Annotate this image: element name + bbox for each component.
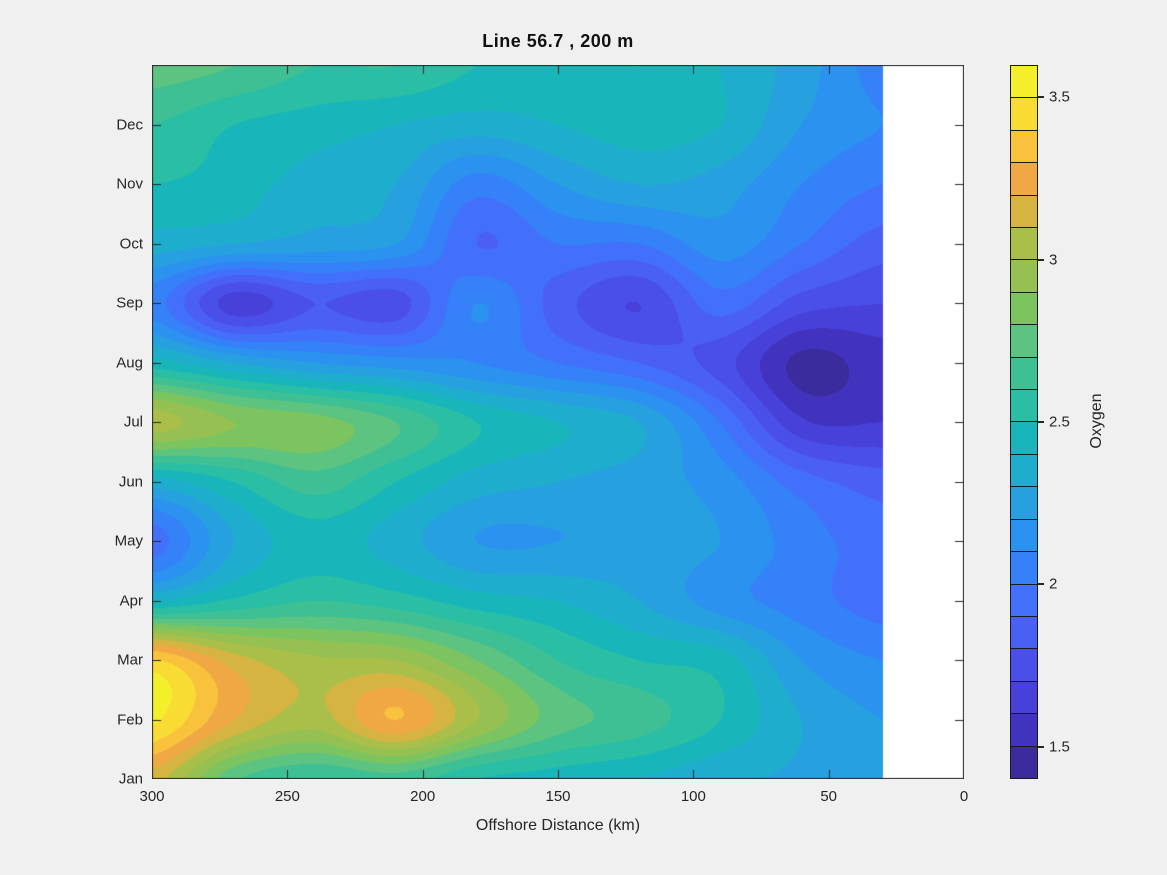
colorbar-tick-label: 1.5 <box>1049 738 1070 756</box>
colorbar-segment <box>1011 227 1037 260</box>
colorbar-tick-label: 2.5 <box>1049 413 1070 431</box>
colorbar <box>1010 65 1038 779</box>
colorbar-segment <box>1011 389 1037 422</box>
y-tick-label: Sep <box>116 294 143 312</box>
x-tick-label: 0 <box>959 788 969 805</box>
x-tick-label: 50 <box>820 788 837 805</box>
colorbar-segment <box>1011 518 1037 552</box>
colorbar-segment <box>1011 324 1037 357</box>
colorbar-segment <box>1011 615 1037 649</box>
colorbar-tick-label: 2 <box>1049 575 1058 593</box>
colorbar-tick <box>1038 421 1044 423</box>
plot-area <box>152 65 964 779</box>
y-tick-label: Mar <box>117 651 143 669</box>
y-tick-label: Aug <box>116 354 143 371</box>
colorbar-tick <box>1038 258 1044 261</box>
colorbar-segment <box>1011 129 1037 163</box>
colorbar-segment <box>1011 421 1037 454</box>
colorbar-label: Oxygen <box>1088 393 1105 449</box>
colorbar-tick <box>1038 583 1044 586</box>
colorbar-segment <box>1011 194 1037 228</box>
x-axis-label: Offshore Distance (km) <box>475 817 641 834</box>
colorbar-segment <box>1011 453 1037 487</box>
colorbar-segment <box>1011 97 1037 130</box>
colorbar-segment <box>1011 356 1037 390</box>
colorbar-segment <box>1011 486 1037 519</box>
colorbar-segment <box>1011 259 1037 292</box>
colorbar-segment <box>1011 583 1037 616</box>
x-tick-label: 200 <box>410 788 436 805</box>
colorbar-tick <box>1038 96 1044 99</box>
colorbar-segment <box>1011 680 1037 714</box>
contour-plot-canvas <box>152 65 964 779</box>
colorbar-segment <box>1011 66 1037 98</box>
y-tick-label: Oct <box>119 235 143 252</box>
colorbar-segment <box>1011 162 1037 195</box>
colorbar-tick-label: 3 <box>1049 251 1058 269</box>
y-tick-label: May <box>114 532 143 550</box>
y-tick-label: Jul <box>123 413 143 431</box>
y-tick-label: Nov <box>116 175 143 193</box>
y-tick-label: Jan <box>118 770 143 788</box>
x-tick-label: 150 <box>545 788 571 805</box>
y-tick-label: Dec <box>116 116 143 133</box>
colorbar-segment <box>1011 551 1037 584</box>
colorbar-segment <box>1011 713 1037 746</box>
x-tick-label: 100 <box>680 788 706 805</box>
y-tick-label: Apr <box>119 592 143 609</box>
colorbar-segment <box>1011 648 1037 681</box>
colorbar-tick-label: 3.5 <box>1049 88 1070 106</box>
y-tick-label: Feb <box>117 711 143 728</box>
y-tick-label: Jun <box>118 473 143 490</box>
x-tick-label: 300 <box>139 788 165 805</box>
colorbar-segment <box>1011 745 1037 778</box>
x-tick-label: 250 <box>274 788 300 805</box>
plot-title: Line 56.7 , 200 m <box>482 31 634 51</box>
colorbar-segment <box>1011 291 1037 325</box>
colorbar-tick <box>1038 745 1044 748</box>
